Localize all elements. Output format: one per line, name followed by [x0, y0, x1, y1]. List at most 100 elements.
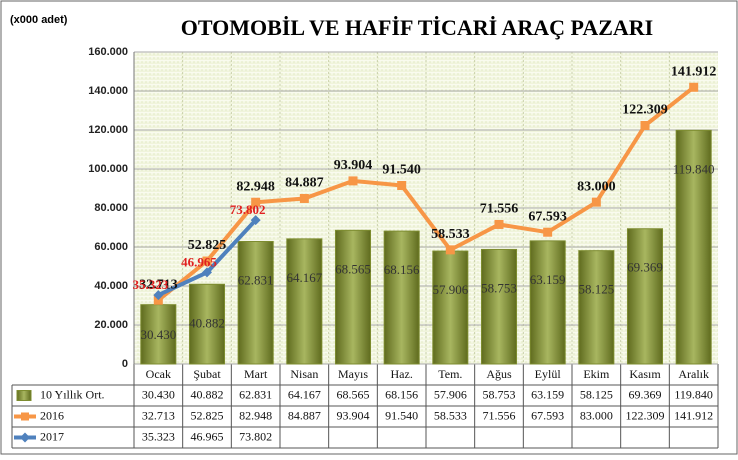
table-cell: 46.965 [191, 429, 224, 443]
axis-unit: (x000 adet) [10, 14, 68, 26]
chart-title: OTOMOBİL VE HAFİF TİCARİ ARAÇ PAZARI [181, 15, 653, 40]
y-tick-label: 100.000 [88, 163, 128, 175]
table-cell: 91.540 [385, 408, 418, 422]
table-cell: 32.713 [142, 408, 175, 422]
bar [188, 283, 226, 365]
table-cell: 84.887 [288, 408, 321, 422]
data-label: 67.593 [528, 209, 567, 224]
table-cell: 58.753 [483, 387, 516, 401]
data-label: 58.533 [431, 227, 470, 242]
y-tick-label: 40.000 [94, 280, 128, 292]
data-label: 122.309 [622, 103, 668, 118]
data-label: 63.159 [530, 272, 566, 287]
table-cell: 69.369 [629, 387, 662, 401]
x-tick-label: Nisan [290, 367, 318, 381]
data-label: 141.912 [671, 64, 717, 79]
table-cell: 71.556 [483, 408, 516, 422]
y-tick-label: 20.000 [94, 319, 128, 331]
bar [286, 238, 323, 365]
bar [237, 240, 274, 365]
table-cell: 83.000 [580, 408, 613, 422]
marker [299, 193, 309, 203]
table-cell: 122.309 [626, 408, 665, 422]
legend-label: 10 Yıllık Ort. [40, 387, 105, 401]
data-label: 119.840 [673, 161, 715, 176]
marker [543, 227, 553, 237]
x-tick-label: Ağus [486, 367, 512, 381]
legend-label: 2016 [40, 408, 64, 422]
marker [202, 267, 212, 278]
y-tick-label: 60.000 [94, 241, 128, 253]
marker [640, 120, 650, 130]
marker [445, 245, 455, 255]
bar [383, 230, 420, 365]
x-tick-label: Mayıs [338, 367, 368, 381]
table-cell: 64.167 [288, 387, 321, 401]
bar [529, 240, 566, 365]
legend-swatch [20, 432, 30, 443]
table-cell: 62.831 [239, 387, 272, 401]
y-tick-label: 160.000 [88, 46, 128, 58]
data-label: 69.369 [627, 260, 663, 275]
bar [334, 229, 372, 365]
y-tick-label: 140.000 [88, 85, 128, 97]
data-label: 73.802 [230, 202, 266, 217]
legend-label: 2017 [40, 429, 64, 443]
x-tick-label: Aralık [678, 367, 709, 381]
legend-swatch [21, 412, 29, 421]
bar [578, 250, 615, 365]
x-tick-label: Mart [244, 367, 268, 381]
table-cell: 119.840 [674, 387, 713, 401]
table-cell: 40.882 [191, 387, 224, 401]
data-label: 91.540 [382, 163, 421, 178]
data-label: 46.965 [181, 254, 217, 269]
table-cell: 58.125 [580, 387, 613, 401]
x-tick-label: Ekim [583, 367, 610, 381]
table-cell: 73.802 [239, 429, 272, 443]
marker [250, 215, 261, 226]
table-cell: 67.593 [531, 408, 564, 422]
table-cell: 57.906 [434, 387, 467, 401]
data-label: 93.904 [334, 158, 373, 173]
data-label: 57.906 [432, 282, 468, 297]
data-label: 52.825 [188, 238, 227, 253]
x-tick-label: Haz. [391, 367, 413, 381]
data-label: 30.430 [140, 327, 176, 342]
table-cell: 30.430 [142, 387, 175, 401]
data-label: 84.887 [285, 176, 324, 191]
data-label: 68.156 [384, 262, 420, 277]
bar [432, 250, 469, 365]
data-label: 32.713 [139, 277, 178, 292]
table-cell: 93.904 [337, 408, 370, 422]
table-cell: 68.565 [337, 387, 370, 401]
x-tick-label: Ocak [146, 367, 171, 381]
marker [494, 219, 504, 229]
bar [480, 248, 518, 365]
x-tick-label: Tem. [438, 367, 462, 381]
bar [140, 304, 177, 365]
marker [397, 180, 407, 190]
legend-swatch [16, 390, 32, 401]
data-label: 58.125 [578, 282, 614, 297]
data-label: 64.167 [286, 270, 322, 285]
x-tick-label: Kasım [629, 367, 661, 381]
table-cell: 141.912 [674, 408, 713, 422]
table-cell: 63.159 [531, 387, 564, 401]
table-cell: 68.156 [385, 387, 418, 401]
y-tick-label: 80.000 [94, 202, 128, 214]
data-label: 68.565 [335, 261, 371, 276]
bar [675, 129, 712, 365]
data-label: 58.753 [481, 280, 517, 295]
y-tick-label: 0 [122, 358, 128, 370]
x-tick-label: Şubat [193, 367, 221, 381]
table-cell: 52.825 [191, 408, 224, 422]
table-cell: 35.323 [142, 429, 175, 443]
marker [348, 176, 358, 186]
bar [626, 228, 664, 365]
marker [689, 82, 699, 92]
table-cell: 58.533 [434, 408, 467, 422]
data-label: 82.948 [236, 179, 275, 194]
marker [251, 197, 261, 207]
marker [202, 256, 212, 266]
x-tick-label: Eylül [535, 367, 562, 381]
